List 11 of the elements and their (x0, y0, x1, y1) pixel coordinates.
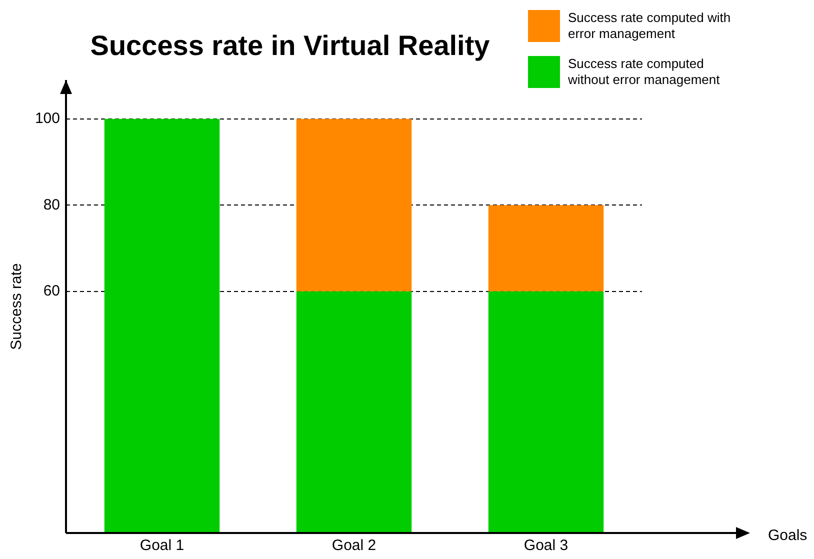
y-tick-label: 100 (34, 110, 60, 127)
y-axis-title: Success rate (8, 263, 26, 350)
chart-title: Success rate in Virtual Reality (89, 30, 491, 62)
text: Goals (768, 527, 808, 544)
x-tick-label: Goal 2 (332, 537, 376, 554)
x-tick-label: Goal 3 (524, 537, 568, 554)
y-tick-label: 60 (43, 282, 60, 300)
text: Success rate computed without error management (568, 56, 721, 88)
y-tick-label: 80 (43, 196, 60, 214)
x-tick-label: Goal 1 (140, 537, 184, 554)
text: Success rate computed with error management (568, 10, 732, 42)
